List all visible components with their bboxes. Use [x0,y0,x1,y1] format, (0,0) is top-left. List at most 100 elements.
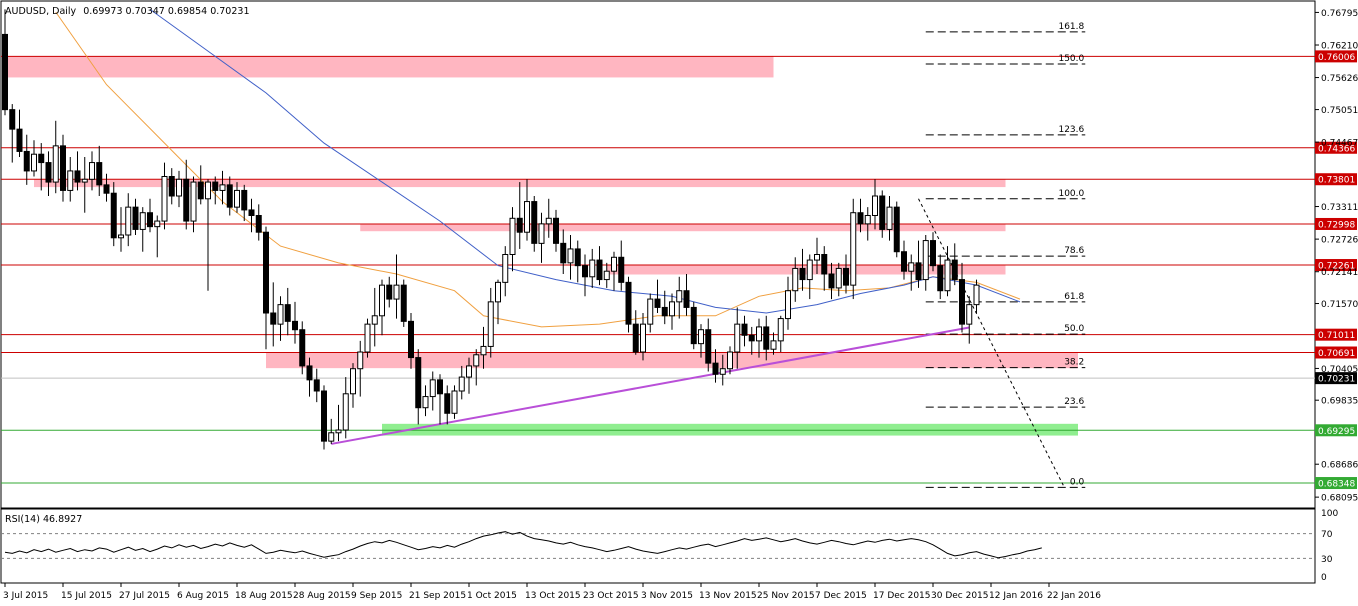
zone-5 [382,423,1078,436]
candle-body-24 [176,178,182,197]
candle-10 [74,151,81,191]
candle-body-99 [719,368,726,375]
candle-128 [930,232,936,272]
candle-47 [342,377,349,439]
level-label-2: 0.73801 [1318,176,1355,186]
candle-64 [466,357,472,394]
candle-body-132 [959,279,965,325]
candle-115 [835,262,842,297]
candle-5 [38,143,45,191]
candle-body-77 [560,242,567,264]
candle-body-134 [973,284,980,306]
candle-89 [647,293,654,333]
level-label-9: 0.68348 [1318,480,1355,490]
candle-body-40 [292,320,298,331]
candle-44 [321,385,327,450]
candle-body-123 [893,206,900,253]
candle-body-129 [937,265,944,292]
candle-body-28 [205,181,211,200]
level-label-3: 0.72998 [1318,220,1355,230]
level-label-6: 0.70691 [1318,349,1355,359]
candle-body-83 [603,270,610,281]
fib-label-0: 161.8 [1058,22,1084,32]
candle-77 [560,229,567,274]
candle-24 [176,170,182,208]
moving-average-0 [55,11,1021,328]
candle-3 [23,134,30,185]
candle-body-120 [872,195,878,216]
candle-body-125 [908,262,915,272]
candle-body-25 [183,178,190,222]
chart-title: AUDUSD, Daily 0.69973 0.70347 0.69854 0.… [5,6,250,17]
candle-body-34 [248,209,255,217]
zone-4 [266,352,1078,369]
candle-12 [89,151,95,191]
title-high: 0.70347 [126,6,165,17]
candle-body-93 [676,290,683,303]
candle-45 [328,418,335,444]
rsi-value: 46.8927 [43,514,82,525]
candle-body-96 [698,329,704,345]
horizontal-levels-layer: 0.76006 0.74366 0.73801 0.72998 0.72261 0.710… [1,50,1357,490]
candle-body-2 [16,128,23,152]
candle-body-121 [879,195,886,230]
candle-body-101 [734,323,741,353]
candle-body-131 [951,259,958,281]
price-axis: 0.76795 0.76210 0.75626 0.75051 0.74467 0.733… [1315,9,1358,504]
candle-body-118 [857,212,864,225]
candle-2 [16,109,23,157]
candle-35 [255,204,262,241]
candle-55 [400,279,407,327]
candle-body-51 [371,315,378,325]
candle-70 [509,207,516,272]
candle-body-14 [103,184,110,194]
candle-body-133 [966,304,973,325]
candle-body-106 [770,340,777,350]
candle-7 [52,120,59,194]
candle-46 [335,404,342,442]
candle-body-66 [480,345,487,356]
candle-body-78 [567,248,574,264]
candle-body-15 [110,192,117,239]
fib-label-4: 78.6 [1064,246,1084,256]
rsi-layer: 100 70 30 0 [1,509,1338,583]
candle-20 [147,198,153,233]
price-tick-label-7: 0.72141 [1321,268,1358,278]
candle-body-57 [415,357,422,409]
price-tick-label-10: 0.69835 [1321,397,1358,407]
candle-body-55 [400,284,407,322]
date-tick-label-6: 9 Sep 2015 [351,591,402,601]
date-tick-label-7: 21 Sep 2015 [409,591,466,601]
price-tick-label-9: 0.70405 [1321,365,1358,375]
date-tick-label-0: 3 Jul 2015 [3,591,48,601]
candle-75 [545,198,552,238]
level-label-0: 0.76006 [1318,53,1355,63]
candle-body-84 [611,256,617,272]
moving-averages-layer [55,8,1021,328]
candle-body-72 [524,201,530,233]
zone-2 [360,223,1006,232]
level-box-7 [1315,372,1357,385]
candle-95 [690,301,697,350]
rsi-tick-label-2: 30 [1321,555,1333,565]
candle-body-109 [792,267,799,292]
candle-body-92 [669,301,675,317]
candle-body-23 [168,176,175,197]
candle-body-73 [531,201,538,244]
candle-0 [2,9,8,116]
candle-112 [814,237,820,274]
candles-layer [2,9,980,450]
title-timeframe: Daily [52,6,76,17]
candle-29 [212,176,219,205]
candle-body-86 [625,281,632,325]
candle-body-49 [357,351,364,370]
candle-83 [603,262,610,288]
level-box-0 [1315,50,1357,63]
candle-18 [132,198,139,235]
candle-body-69 [502,254,509,283]
date-tick-label-12: 13 Nov 2015 [699,591,757,601]
candle-71 [516,182,523,249]
level-label-5: 0.71011 [1318,331,1355,341]
candle-123 [893,201,900,258]
candle-body-130 [944,259,951,292]
